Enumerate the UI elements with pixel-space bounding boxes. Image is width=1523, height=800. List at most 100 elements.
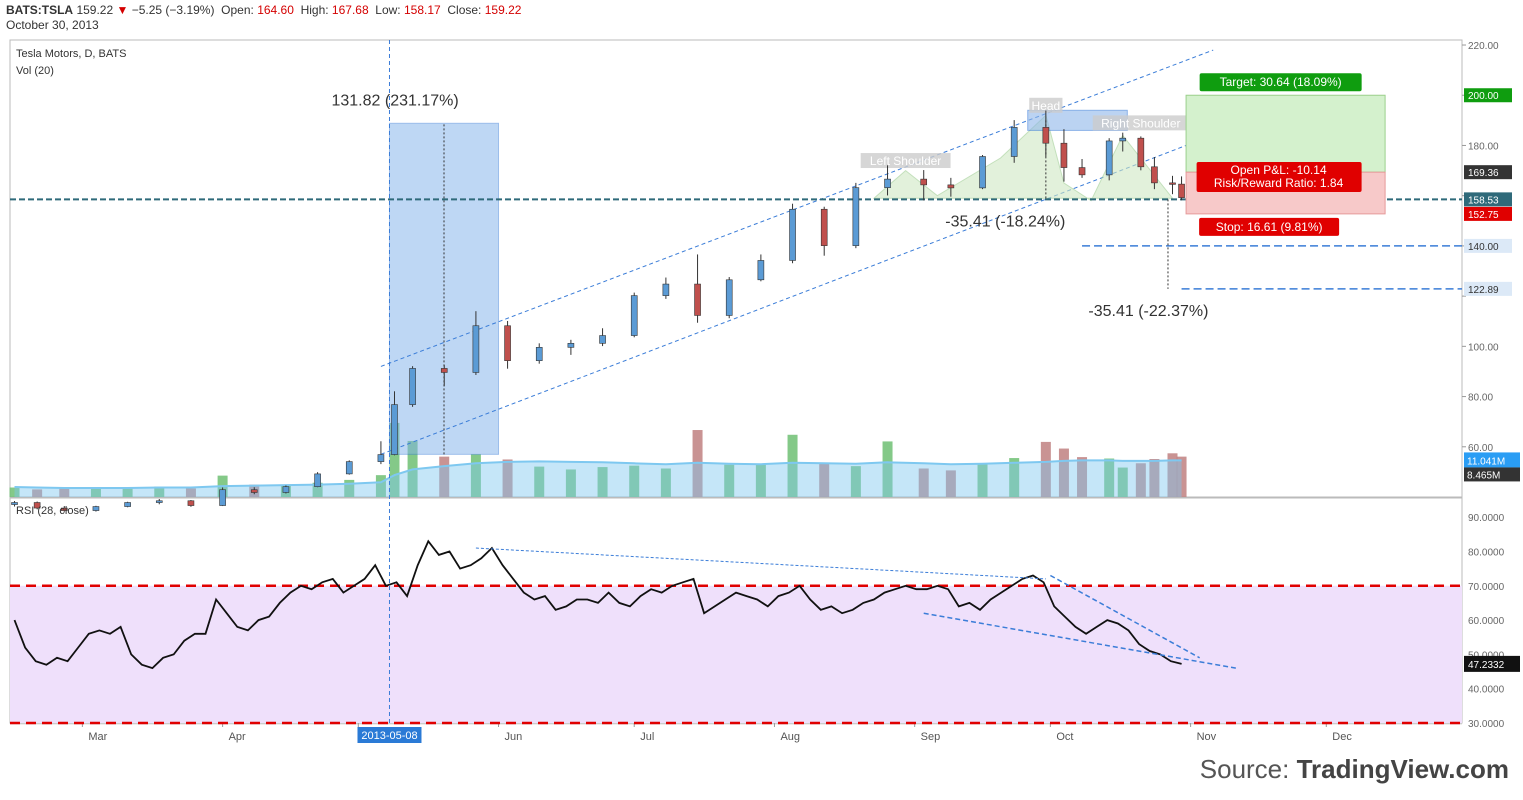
source-brand: TradingView.com xyxy=(1296,754,1509,784)
volume-bar xyxy=(389,422,400,497)
price-flag: 200.00 xyxy=(1468,91,1499,102)
candle-body xyxy=(377,454,385,462)
volume-bar xyxy=(629,465,640,497)
month-label: Nov xyxy=(1197,731,1217,743)
candle-body xyxy=(852,187,860,246)
candle-body xyxy=(820,208,828,246)
stop-tag: Stop: 16.61 (9.81%) xyxy=(1216,220,1323,234)
candle-body xyxy=(599,335,606,344)
volume-bar xyxy=(344,479,355,497)
volume-bar xyxy=(9,487,20,497)
rsi-wedge-lower xyxy=(923,612,1236,669)
volume-bar xyxy=(755,464,766,497)
left-shoulder-label-bg xyxy=(860,153,951,169)
candle-body xyxy=(472,325,480,373)
volume-bar xyxy=(724,464,735,497)
candle-body xyxy=(33,502,41,509)
rsi-tick-label: 70.0000 xyxy=(1468,582,1505,593)
date-flag: 2013-05-08 xyxy=(361,730,417,742)
volume-pane-title: Vol (20) xyxy=(16,65,54,77)
price-flag: 169.36 xyxy=(1468,168,1499,179)
candle-body xyxy=(662,283,670,296)
candle-body xyxy=(391,404,398,455)
price-tick-label: 60.00 xyxy=(1468,443,1493,454)
candle-body xyxy=(60,507,68,511)
volume-bar xyxy=(1176,456,1187,497)
candle-body xyxy=(219,489,226,506)
volume-ma-line xyxy=(14,459,1182,489)
volume-bar xyxy=(32,489,43,497)
candle-body xyxy=(155,500,163,503)
high-value: 167.68 xyxy=(331,3,369,17)
volume-bar xyxy=(1104,458,1115,497)
candle-body xyxy=(567,343,575,348)
volume-last-flag xyxy=(1464,467,1520,482)
rsi-tick-label: 80.0000 xyxy=(1468,547,1505,558)
volume-bar xyxy=(945,470,956,497)
candle-body xyxy=(1105,140,1113,176)
ticker-header: BATS:TSLA 159.22 ▼ −5.25 (−3.19%) Open: … xyxy=(6,3,521,17)
volume-bar xyxy=(122,487,133,497)
volume-bar xyxy=(977,464,988,497)
right-shoulder-label: Right Shoulder xyxy=(1101,116,1180,130)
price-tick-label: 100.00 xyxy=(1468,342,1499,353)
volume-bar xyxy=(1117,467,1128,497)
target-tag: Target: 30.64 (18.09%) xyxy=(1220,75,1342,89)
candle-body xyxy=(884,178,891,188)
month-label: Jun xyxy=(505,731,523,743)
rsi-tick-label: 60.0000 xyxy=(1468,616,1505,627)
volume-last-value: 8.465M xyxy=(1467,470,1500,481)
pnl-tag-bg xyxy=(1196,162,1362,193)
source-credit: Source: TradingView.com xyxy=(1200,754,1509,785)
candle-body xyxy=(920,178,928,186)
candle-body xyxy=(1169,182,1176,185)
candle-body xyxy=(1042,127,1050,144)
price-flag: 152.75 xyxy=(1468,210,1499,221)
head-label-bg xyxy=(1029,97,1063,113)
volume-bar xyxy=(660,468,671,497)
close-label: Close: xyxy=(447,3,482,17)
month-label: Apr xyxy=(229,731,246,743)
candle-body xyxy=(250,489,258,493)
rsi-line xyxy=(13,539,1182,670)
rsi-tick-label: 90.0000 xyxy=(1468,513,1505,524)
stop-tag-bg xyxy=(1199,217,1340,236)
candle-body xyxy=(409,368,416,405)
price-flag-bg xyxy=(1464,281,1512,296)
candle-body xyxy=(314,473,321,488)
drop2-label: -35.41 (-22.37%) xyxy=(1088,303,1208,320)
candle-body xyxy=(694,283,701,316)
volume-bar xyxy=(439,456,450,497)
channel-upper-line xyxy=(380,49,1214,367)
candle-body xyxy=(187,500,195,506)
volume-bar xyxy=(1149,459,1160,497)
candle-body xyxy=(282,486,290,493)
rsi-band-fill xyxy=(10,585,1462,723)
month-label: Dec xyxy=(1332,731,1352,743)
price-flag: 158.53 xyxy=(1468,195,1499,206)
price-flag-bg xyxy=(1464,88,1512,103)
ticker-date: October 30, 2013 xyxy=(6,18,99,32)
candle-body xyxy=(11,502,18,505)
source-prefix: Source: xyxy=(1199,754,1297,784)
candle-body xyxy=(1178,183,1185,198)
head-label: Head xyxy=(1032,99,1061,113)
candle-body xyxy=(1137,137,1145,168)
price-flag-bg xyxy=(1464,165,1512,180)
rsi-wedge-upper xyxy=(1050,574,1201,659)
pnl-tag: Open P&L: -10.14 xyxy=(1231,163,1327,177)
high-label: High: xyxy=(300,3,329,17)
down-arrow-icon: ▼ xyxy=(116,3,129,17)
low-label: Low: xyxy=(375,3,401,17)
volume-bar xyxy=(59,488,70,497)
rsi-tick-label: 40.0000 xyxy=(1468,685,1505,696)
volume-bar xyxy=(1058,448,1069,497)
open-label: Open: xyxy=(221,3,254,17)
rr-tag: Risk/Reward Ratio: 1.84 xyxy=(1214,176,1344,190)
left-shoulder-label: Left Shoulder xyxy=(870,154,941,168)
month-label: Jul xyxy=(640,731,654,743)
volume-bar xyxy=(787,434,798,497)
volume-bar xyxy=(819,462,830,497)
volume-bar xyxy=(502,459,513,497)
candle-body xyxy=(1010,127,1018,157)
